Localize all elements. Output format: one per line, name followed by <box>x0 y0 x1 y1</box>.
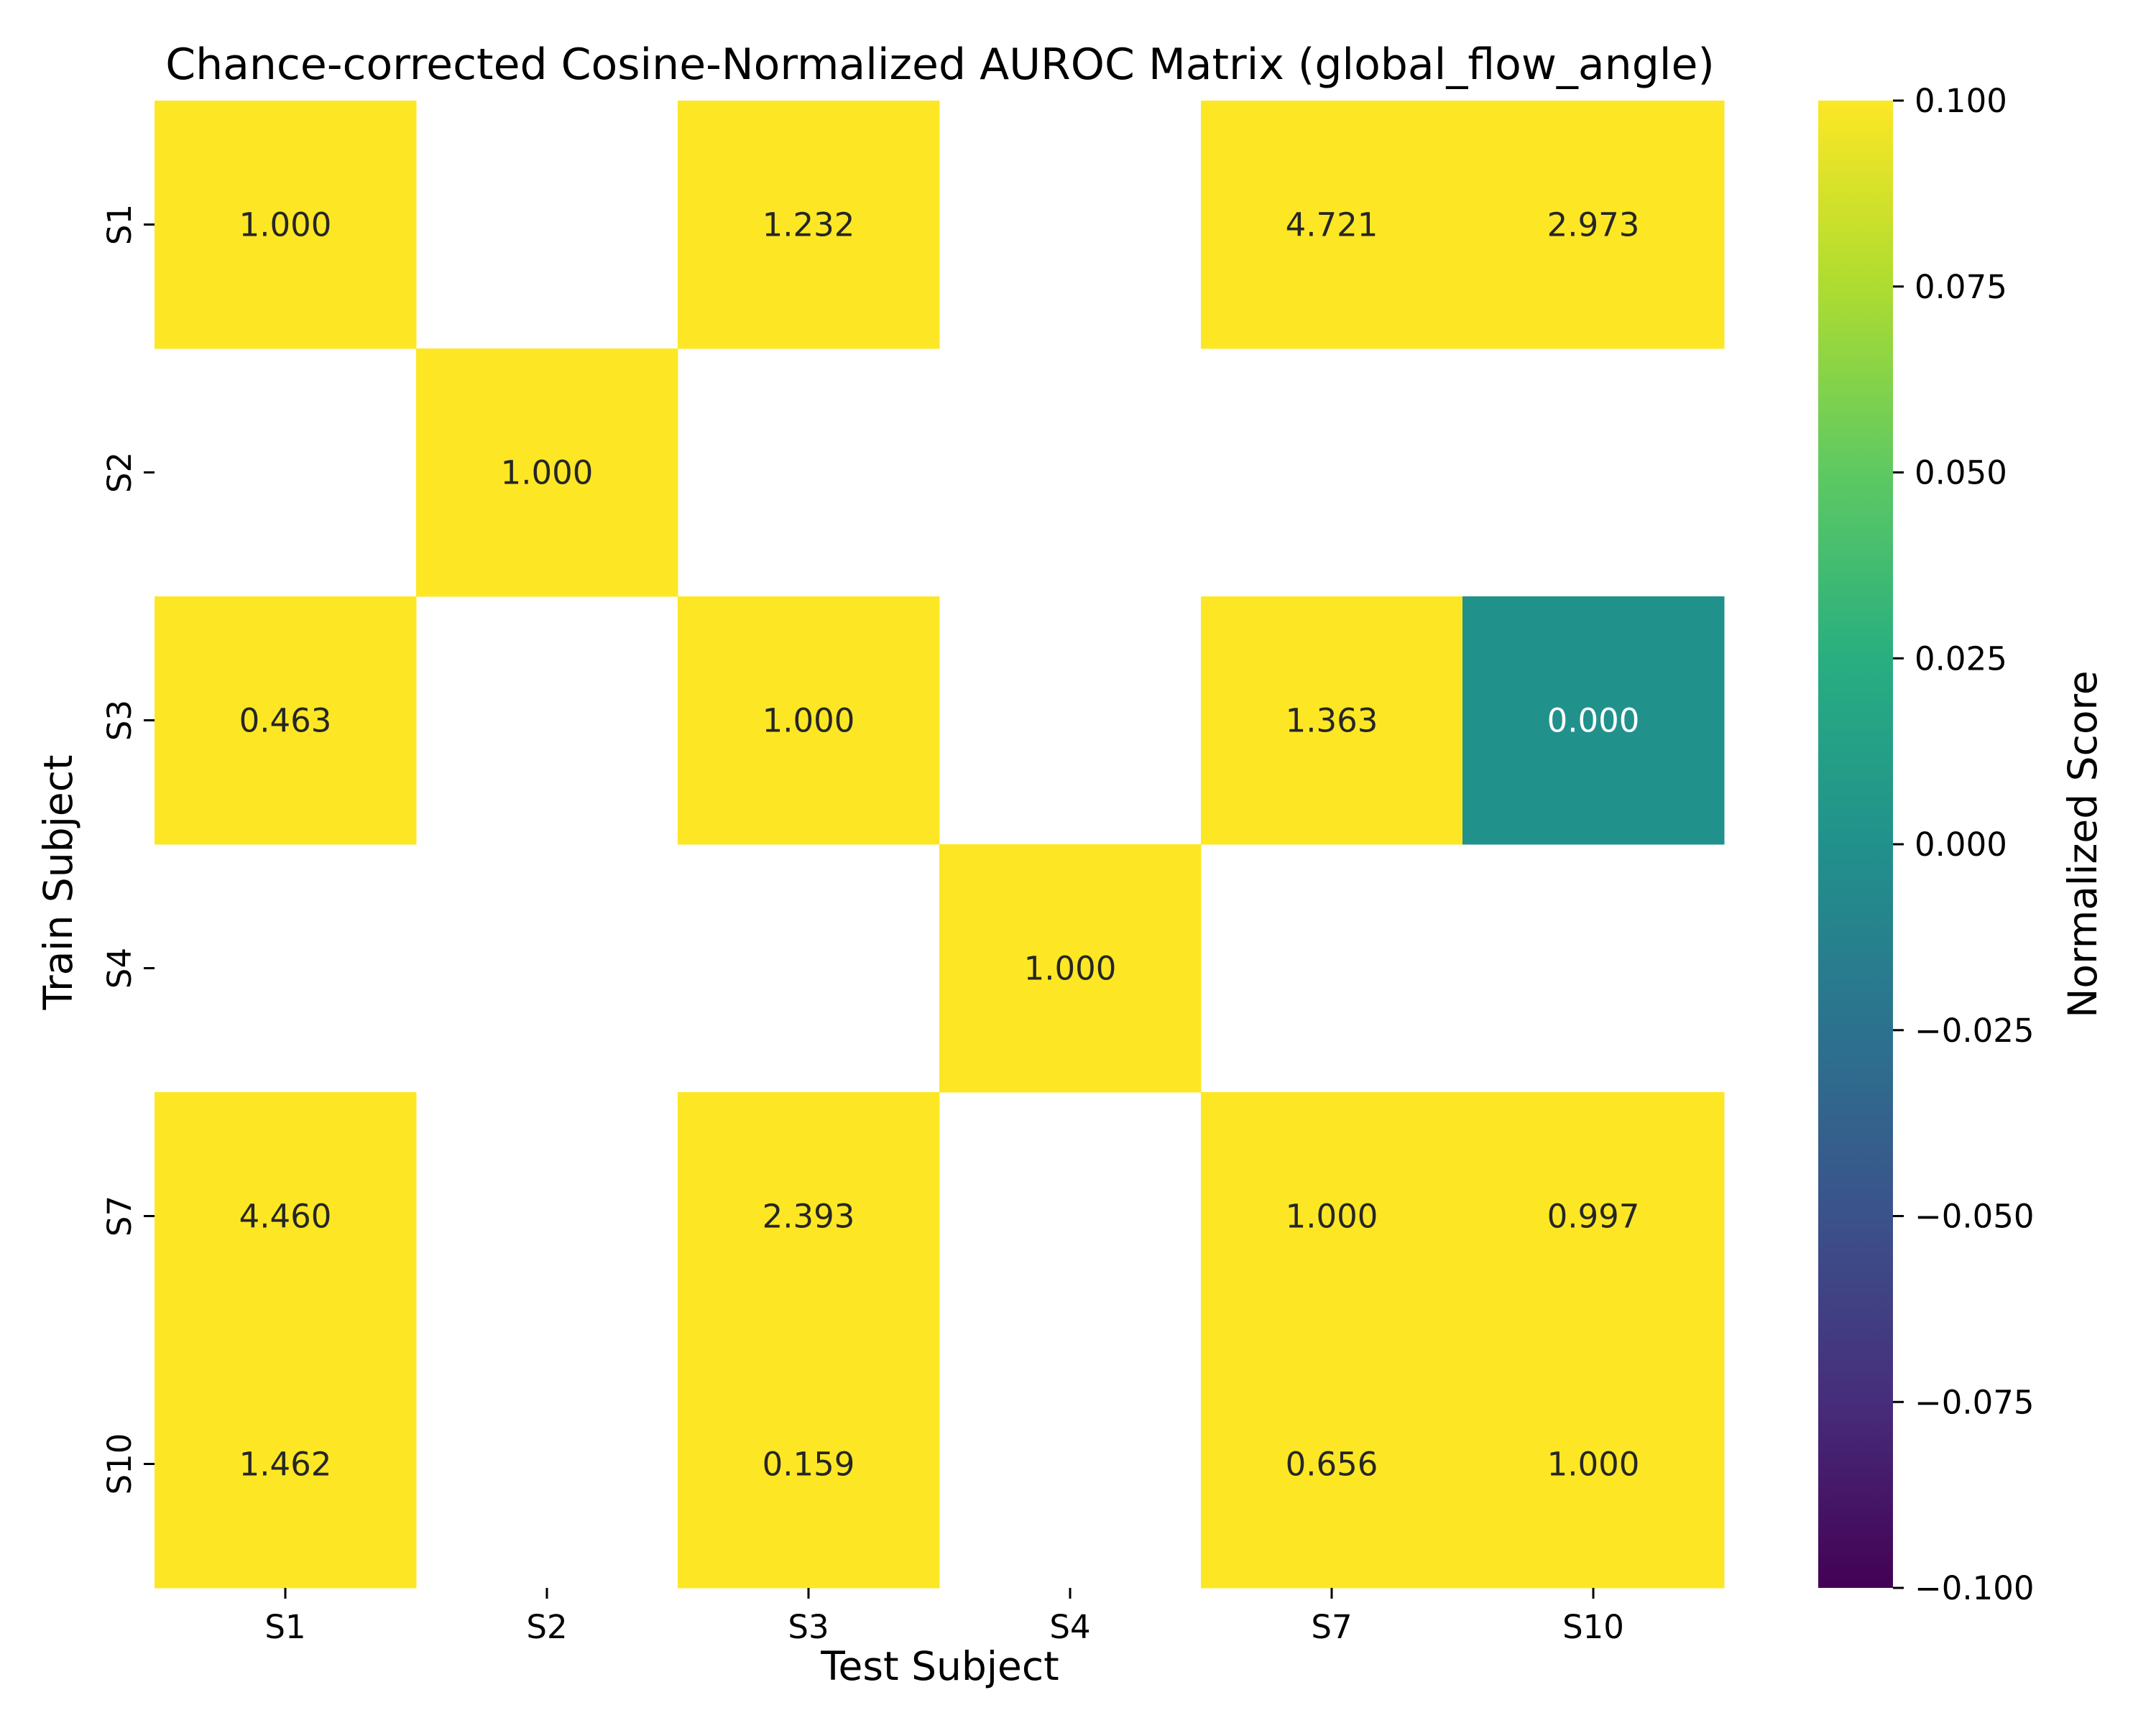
cell-value-label: 1.462 <box>239 1446 332 1484</box>
cell-value-label: 1.000 <box>1024 950 1117 988</box>
colorbar-tick-label: 0.075 <box>1915 268 2007 306</box>
colorbar-tick-label: −0.050 <box>1915 1198 2035 1236</box>
y-tick-label: S1 <box>101 204 139 245</box>
colorbar-tick-label: −0.075 <box>1915 1383 2035 1421</box>
y-tick-label: S10 <box>101 1433 139 1495</box>
cell-value-label: 0.463 <box>239 702 332 740</box>
colorbar-gradient <box>1818 101 1893 1588</box>
x-tick-label: S3 <box>788 1608 829 1646</box>
x-tick-label: S1 <box>264 1608 305 1646</box>
y-tick-label: S4 <box>101 948 139 989</box>
heatmap-cell-S7-S3 <box>678 1092 940 1341</box>
cell-value-label: 1.363 <box>1286 702 1378 740</box>
heatmap-cell-S7-S7 <box>1201 1092 1463 1341</box>
colorbar-tick-label: −0.100 <box>1915 1569 2035 1607</box>
heatmap-cells <box>155 101 1725 1589</box>
y-axis: S1 S2 S3 S4 S7 S10 <box>101 204 155 1495</box>
heatmap-cell-S10-S7 <box>1201 1340 1463 1589</box>
cell-value-label: 4.721 <box>1286 206 1378 244</box>
cell-value-label: 1.000 <box>1286 1198 1378 1236</box>
cell-value-label: 1.000 <box>763 702 855 740</box>
x-tick-label: S7 <box>1311 1608 1352 1646</box>
colorbar: 0.100 0.075 0.050 0.025 0.000 −0.025 −0.050 −0.… <box>1818 82 2035 1607</box>
cell-value-label: 1.000 <box>239 206 332 244</box>
cell-value-label: 0.159 <box>763 1446 855 1484</box>
heatmap-cell-S3-S1 <box>155 596 417 845</box>
heatmap-cell-S2-S2 <box>416 348 678 597</box>
heatmap-cell-S1-S10 <box>1462 101 1725 349</box>
cell-value-label: 4.460 <box>239 1198 332 1236</box>
cell-value-label: 1.232 <box>763 206 855 244</box>
heatmap-cell-S4-S4 <box>939 844 1202 1093</box>
y-axis-label: Train Subject <box>35 754 81 1010</box>
colorbar-tick-label: −0.025 <box>1915 1012 2035 1050</box>
heatmap-cell-S10-S10 <box>1462 1340 1725 1589</box>
heatmap-cell-labels: 1.000 1.232 4.721 2.973 1.000 0.463 1.000 1.363… <box>239 206 1640 1484</box>
cell-value-label: 2.973 <box>1547 206 1640 244</box>
heatmap-cell-S3-S7 <box>1201 596 1463 845</box>
cell-value-label: 1.000 <box>501 454 594 492</box>
x-tick-label: S4 <box>1049 1608 1090 1646</box>
heatmap-cell-S1-S1 <box>155 101 417 349</box>
heatmap-cell-S3-S10 <box>1462 596 1725 845</box>
cell-value-label: 0.997 <box>1547 1198 1640 1236</box>
cell-value-label: 0.656 <box>1286 1446 1378 1484</box>
cell-value-label: 0.000 <box>1547 702 1640 740</box>
x-axis: S1 S2 S3 S4 S7 S10 <box>264 1588 1624 1646</box>
heatmap-cell-S3-S3 <box>678 596 940 845</box>
heatmap-cell-S7-S10 <box>1462 1092 1725 1341</box>
heatmap-cell-S1-S7 <box>1201 101 1463 349</box>
y-tick-label: S2 <box>101 452 139 493</box>
colorbar-label: Normalized Score <box>2060 670 2106 1017</box>
heatmap-cell-S10-S1 <box>155 1340 417 1589</box>
heatmap-cell-S1-S3 <box>678 101 940 349</box>
x-tick-label: S10 <box>1562 1608 1624 1646</box>
y-tick-label: S3 <box>101 700 139 741</box>
colorbar-tick-label: 0.100 <box>1915 82 2007 120</box>
heatmap-cell-S7-S1 <box>155 1092 417 1341</box>
x-tick-label: S2 <box>526 1608 567 1646</box>
chart-title: Chance-corrected Cosine-Normalized AUROC… <box>165 40 1715 90</box>
x-axis-label: Test Subject <box>820 1643 1059 1689</box>
colorbar-tick-label: 0.050 <box>1915 454 2007 492</box>
heatmap-cell-S10-S3 <box>678 1340 940 1589</box>
cell-value-label: 1.000 <box>1547 1446 1640 1484</box>
colorbar-tick-label: 0.025 <box>1915 639 2007 678</box>
cell-value-label: 2.393 <box>763 1198 855 1236</box>
colorbar-tick-label: 0.000 <box>1915 826 2007 864</box>
y-tick-label: S7 <box>101 1196 139 1237</box>
